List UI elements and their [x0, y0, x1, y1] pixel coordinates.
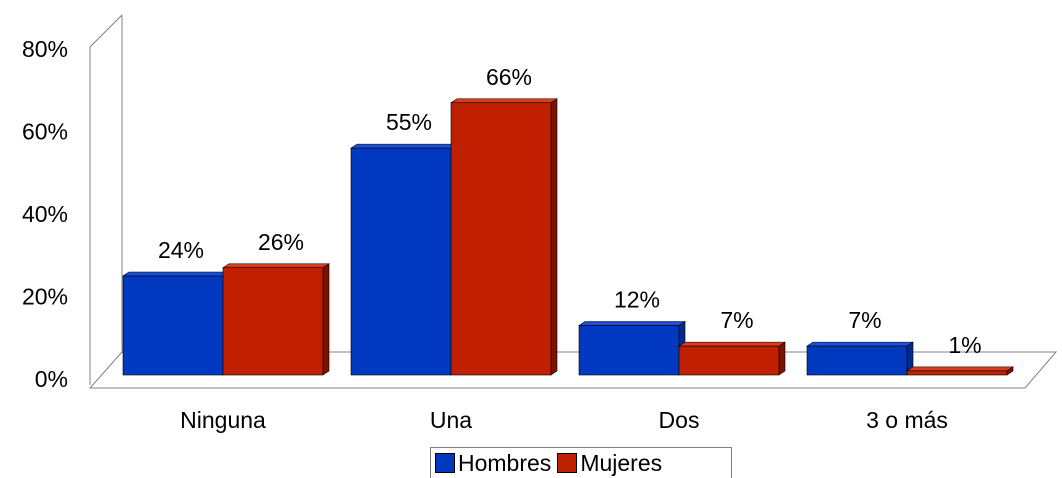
- y-tick-label: 60%: [22, 119, 68, 145]
- bar-side: [550, 98, 558, 376]
- data-label: 55%: [386, 109, 432, 135]
- y-tick-label: 80%: [22, 36, 68, 62]
- data-labels: 24% 26% 55% 66% 12% 7% 7% 1%: [158, 64, 982, 358]
- data-label: 12%: [614, 287, 660, 313]
- legend-label-mujeres: Mujeres: [580, 449, 663, 476]
- data-label: 7%: [720, 307, 753, 333]
- x-axis: Ninguna Una Dos 3 o más: [180, 407, 948, 433]
- bar-mujeres: [906, 370, 1008, 376]
- x-category-label: 3 o más: [866, 407, 948, 433]
- bar-mujeres: [222, 267, 324, 376]
- bar-mujeres: [678, 345, 780, 376]
- legend-item-mujeres: Mujeres: [557, 450, 662, 477]
- bar-top: [350, 143, 458, 149]
- legend-swatch-hombres: [435, 453, 455, 473]
- y-tick-label: 40%: [22, 201, 68, 227]
- data-label: 66%: [486, 64, 532, 90]
- legend: Hombres Mujeres: [430, 447, 732, 478]
- legend-label-hombres: Hombres: [458, 449, 552, 476]
- data-label: 1%: [948, 332, 981, 358]
- x-category-label: Una: [430, 407, 472, 433]
- data-label: 7%: [848, 307, 881, 333]
- y-tick-label: 0%: [35, 366, 68, 392]
- bar-hombres: [350, 147, 452, 376]
- bar-top: [806, 341, 914, 347]
- bar-top: [906, 366, 1014, 372]
- legend-item-hombres: Hombres: [435, 450, 551, 477]
- bar-top: [678, 341, 786, 347]
- left-wall: [89, 13, 123, 385]
- x-category-label: Ninguna: [180, 407, 266, 433]
- bar-hombres: [806, 345, 908, 376]
- legend-swatch-mujeres: [557, 453, 578, 473]
- bar-mujeres: [450, 102, 552, 376]
- bar-top: [450, 98, 558, 104]
- bar-side: [322, 263, 330, 376]
- y-tick-label: 20%: [22, 284, 68, 310]
- bar-hombres: [578, 325, 680, 376]
- data-label: 24%: [158, 237, 204, 263]
- data-label: 26%: [258, 229, 304, 255]
- bar-top: [578, 321, 686, 326]
- bar-side: [778, 341, 786, 376]
- y-axis: 0% 20% 40% 60% 80%: [22, 36, 68, 392]
- bars: [122, 98, 1014, 376]
- bar-top: [222, 263, 330, 269]
- bar-hombres: [122, 275, 224, 376]
- x-category-label: Dos: [659, 407, 700, 433]
- bar-top: [122, 271, 230, 277]
